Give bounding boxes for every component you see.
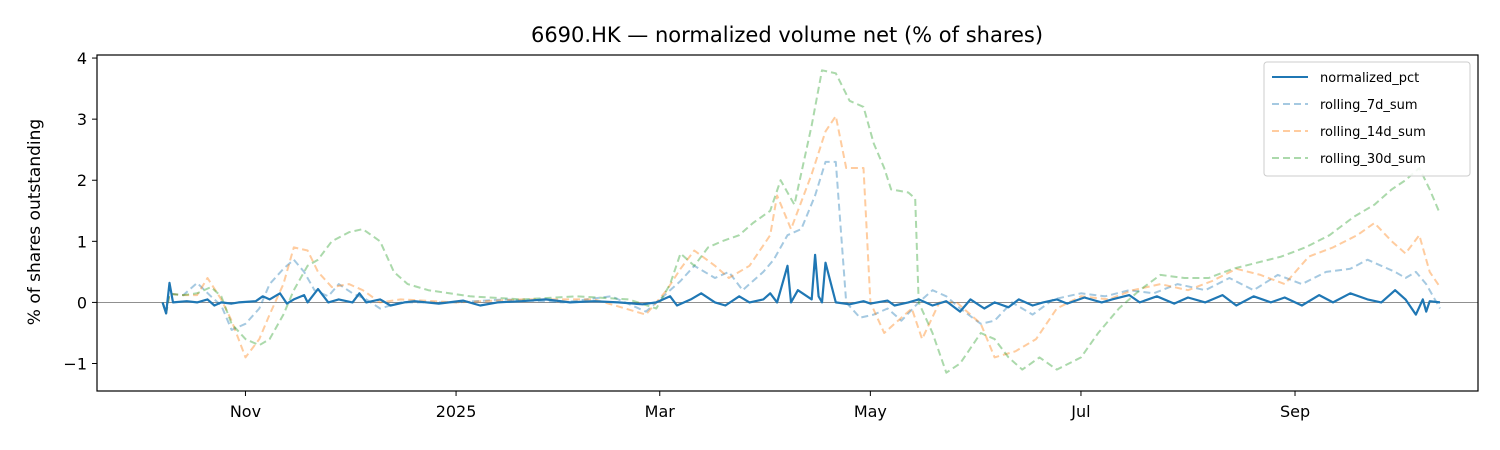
legend-label: rolling_30d_sum [1320,152,1426,167]
series-line-rolling-7d-sum [161,160,1441,331]
plot-area [97,69,1478,374]
x-tick-label: Nov [230,402,261,421]
chart-title: 6690.HK — normalized volume net (% of sh… [531,23,1043,47]
x-tick-label: Mar [645,402,676,421]
legend-label: rolling_14d_sum [1320,125,1426,140]
legend: normalized_pct rolling_7d_sum rolling_14d_… [1263,61,1471,177]
legend-label: rolling_7d_sum [1320,98,1418,113]
y-tick-label: −1 [63,355,87,374]
y-tick-label: 0 [77,293,87,312]
axes: Nov 2025 Mar May Jul Sep −1 0 1 2 3 4 [63,49,1310,421]
y-tick-label: 1 [77,232,87,251]
x-tick-label: Jul [1070,402,1090,421]
y-tick-label: 3 [77,110,87,129]
plot-frame [96,54,1479,392]
y-axis-label: % of shares outstanding [25,119,45,325]
legend-box [1263,61,1471,177]
x-tick-label: May [854,402,887,421]
series-line-normalized-pct [161,253,1441,316]
x-tick-label: Sep [1280,402,1310,421]
y-tick-label: 4 [77,49,87,68]
legend-label: normalized_pct [1320,71,1419,86]
series-line-rolling-30d-sum [161,69,1441,374]
series-line-rolling-14d-sum [161,115,1441,359]
x-tick-label: 2025 [436,402,477,421]
y-tick-label: 2 [77,171,87,190]
